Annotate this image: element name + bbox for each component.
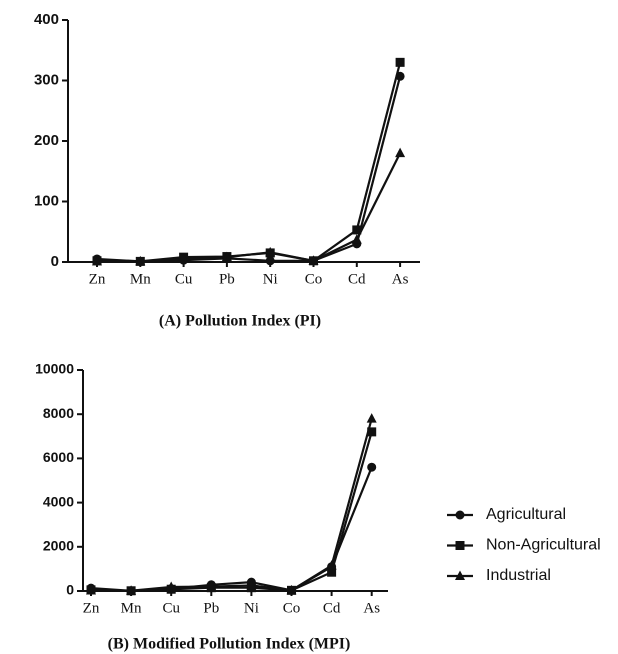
- point: [455, 510, 465, 520]
- y-tick-label: 0: [66, 582, 74, 598]
- point: [367, 427, 377, 437]
- x-tick-label: Mn: [130, 271, 151, 287]
- x-tick-label: Co: [283, 600, 301, 616]
- y-tick-label: 6000: [43, 449, 74, 465]
- chart-title: (B) Modified Pollution Index (MPI): [108, 636, 351, 653]
- x-tick-label: Cd: [323, 600, 341, 616]
- point: [395, 57, 405, 67]
- point: [265, 256, 275, 266]
- point: [366, 413, 377, 423]
- point: [246, 579, 257, 590]
- y-tick-label: 400: [34, 11, 59, 28]
- point: [206, 581, 217, 591]
- series-line: [97, 152, 402, 263]
- y-tick-label: 2000: [43, 538, 74, 554]
- point: [178, 253, 189, 263]
- point: [265, 246, 276, 257]
- x-tick-label: Co: [305, 271, 323, 287]
- x-tick-label: Mn: [121, 600, 142, 616]
- legend-label: Agricultural: [486, 506, 566, 523]
- x-tick-label: Cd: [348, 271, 366, 287]
- legend-label: Non-Agricultural: [486, 537, 601, 554]
- point: [395, 147, 406, 158]
- point: [455, 570, 465, 580]
- point: [86, 585, 96, 595]
- point: [135, 255, 146, 266]
- point: [286, 584, 297, 595]
- y-tick-label: 100: [34, 192, 59, 209]
- x-tick-label: As: [392, 271, 409, 287]
- y-tick-label: 0: [51, 253, 59, 270]
- x-tick-label: Cu: [175, 271, 193, 287]
- point: [327, 567, 337, 577]
- x-tick-label: Zn: [89, 271, 106, 287]
- x-tick-label: As: [363, 600, 380, 616]
- x-tick-label: Cu: [162, 600, 180, 616]
- x-tick-label: Zn: [83, 600, 100, 616]
- point: [326, 560, 337, 570]
- y-tick-label: 200: [34, 132, 59, 149]
- legend-label: Industrial: [486, 567, 551, 584]
- x-tick-label: Ni: [263, 271, 278, 287]
- point: [166, 581, 177, 592]
- series-line: [90, 418, 373, 592]
- x-tick-label: Ni: [244, 600, 259, 616]
- y-tick-label: 4000: [43, 493, 74, 509]
- point: [352, 225, 362, 235]
- point: [126, 585, 137, 595]
- y-tick-label: 10000: [35, 361, 74, 377]
- point: [367, 462, 377, 472]
- x-tick-label: Pb: [203, 600, 219, 616]
- point: [92, 255, 102, 266]
- point: [455, 541, 465, 550]
- y-tick-label: 8000: [43, 405, 74, 421]
- y-tick-label: 300: [34, 71, 59, 88]
- chart-title: (A) Pollution Index (PI): [159, 313, 321, 330]
- point: [351, 234, 362, 244]
- point: [308, 255, 319, 265]
- point: [221, 251, 232, 262]
- x-tick-label: Pb: [219, 271, 235, 287]
